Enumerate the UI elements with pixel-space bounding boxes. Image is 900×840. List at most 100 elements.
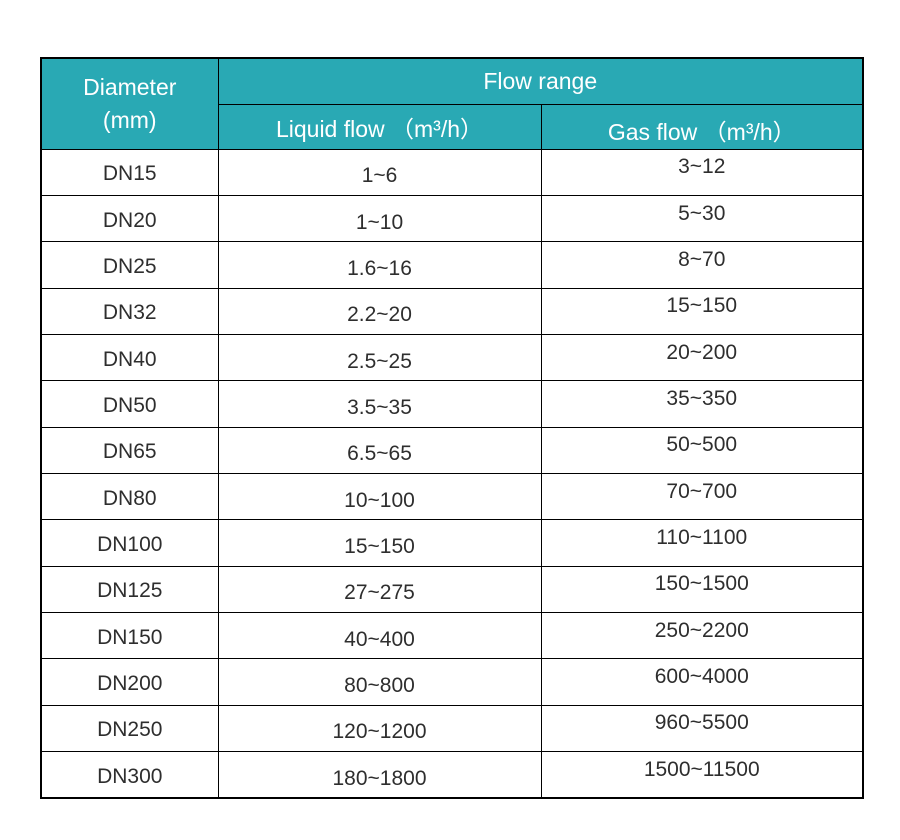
gas-flow-cell: 110~1100 — [540, 519, 864, 567]
gas-flow-cell: 8~70 — [540, 241, 864, 289]
table-row: DN125 27~275 150~1500 — [40, 565, 864, 613]
liquid-flow-cell: 10~100 — [217, 472, 542, 521]
diameter-value: DN150 — [97, 625, 163, 649]
liquid-flow-cell: 15~150 — [217, 519, 542, 567]
table-row: DN15 1~6 3~12 — [40, 148, 864, 196]
diameter-value: DN125 — [97, 579, 163, 603]
table-row: DN250 120~1200 960~5500 — [40, 704, 864, 752]
diameter-header-line2: (mm) — [102, 106, 157, 133]
diameter-value: DN40 — [102, 347, 157, 371]
header-row-top: Diameter (mm) Flow range — [40, 57, 864, 150]
diameter-cell: DN125 — [40, 565, 219, 613]
table-row: DN32 2.2~20 15~150 — [40, 287, 864, 335]
gas-flow-value: 35~350 — [666, 386, 738, 410]
diameter-cell: DN40 — [40, 333, 219, 382]
table-body: DN15 1~6 3~12 DN20 1~10 5~30 DN25 1.6~16… — [40, 148, 864, 799]
table-row: DN300 180~1800 1500~11500 — [40, 750, 864, 799]
liquid-flow-cell: 80~800 — [217, 658, 542, 706]
gas-flow-value: 50~500 — [666, 433, 738, 457]
diameter-cell: DN25 — [40, 241, 219, 289]
diameter-value: DN80 — [102, 486, 157, 510]
diameter-header-line1: Diameter — [83, 73, 177, 100]
liquid-flow-cell: 1~10 — [217, 194, 542, 243]
table-row: DN40 2.5~25 20~200 — [40, 333, 864, 382]
liquid-flow-value: 10~100 — [344, 488, 415, 512]
diameter-value: DN25 — [102, 254, 157, 278]
table-row: DN100 15~150 110~1100 — [40, 519, 864, 567]
table-header: Diameter (mm) Flow range Liquid flow （m³… — [40, 57, 864, 150]
table-row: DN200 80~800 600~4000 — [40, 658, 864, 706]
gas-flow-header-cell: Gas flow （m³/h） — [540, 103, 864, 150]
diameter-cell: DN32 — [40, 287, 219, 335]
diameter-cell: DN200 — [40, 658, 219, 706]
liquid-flow-cell: 1.6~16 — [217, 241, 542, 289]
gas-flow-value: 20~200 — [666, 340, 738, 364]
gas-flow-value: 70~700 — [666, 479, 738, 503]
liquid-flow-value: 180~1800 — [332, 766, 427, 790]
diameter-cell: DN100 — [40, 519, 219, 567]
liquid-flow-value: 120~1200 — [332, 720, 427, 744]
liquid-flow-header-cell: Liquid flow （m³/h） — [217, 103, 542, 150]
gas-flow-value: 600~4000 — [654, 664, 749, 688]
gas-flow-cell: 20~200 — [540, 333, 864, 382]
liquid-flow-value: 27~275 — [344, 581, 415, 605]
gas-flow-value: 150~1500 — [654, 572, 749, 596]
diameter-value: DN100 — [97, 532, 163, 556]
gas-flow-cell: 1500~11500 — [540, 750, 864, 799]
gas-flow-value: 960~5500 — [654, 711, 749, 735]
liquid-flow-value: 6.5~65 — [347, 442, 412, 466]
flow-range-spec-table: Diameter (mm) Flow range Liquid flow （m³… — [40, 57, 864, 800]
gas-flow-cell: 150~1500 — [540, 565, 864, 613]
liquid-flow-cell: 40~400 — [217, 611, 542, 660]
liquid-flow-cell: 27~275 — [217, 565, 542, 613]
table-row: DN150 40~400 250~2200 — [40, 611, 864, 660]
gas-flow-cell: 15~150 — [540, 287, 864, 335]
diameter-value: DN32 — [102, 301, 157, 325]
table-row: DN25 1.6~16 8~70 — [40, 241, 864, 289]
diameter-value: DN200 — [97, 671, 163, 695]
diameter-cell: DN15 — [40, 148, 219, 196]
table-row: DN80 10~100 70~700 — [40, 472, 864, 521]
diameter-cell: DN250 — [40, 704, 219, 752]
gas-flow-cell: 5~30 — [540, 194, 864, 243]
liquid-flow-value: 2.5~25 — [347, 349, 412, 373]
liquid-flow-cell: 1~6 — [217, 148, 542, 196]
table-row: DN20 1~10 5~30 — [40, 194, 864, 243]
table-row: DN65 6.5~65 50~500 — [40, 426, 864, 474]
diameter-cell: DN300 — [40, 750, 219, 799]
diameter-value: DN15 — [102, 162, 157, 186]
liquid-flow-cell: 3.5~35 — [217, 380, 542, 428]
diameter-header-cell: Diameter (mm) — [40, 57, 219, 150]
diameter-cell: DN150 — [40, 611, 219, 660]
gas-flow-value: 3~12 — [678, 155, 726, 179]
diameter-cell: DN50 — [40, 380, 219, 428]
liquid-flow-cell: 120~1200 — [217, 704, 542, 752]
diameter-value: DN250 — [97, 718, 163, 742]
diameter-value: DN20 — [102, 208, 157, 232]
gas-flow-value: 15~150 — [666, 294, 738, 318]
gas-flow-value: 5~30 — [678, 201, 726, 225]
gas-flow-cell: 50~500 — [540, 426, 864, 474]
gas-flow-cell: 70~700 — [540, 472, 864, 521]
gas-flow-cell: 3~12 — [540, 148, 864, 196]
liquid-flow-value: 1~6 — [361, 164, 398, 188]
table-row: DN50 3.5~35 35~350 — [40, 380, 864, 428]
liquid-flow-value: 2.2~20 — [347, 303, 412, 327]
diameter-cell: DN65 — [40, 426, 219, 474]
liquid-flow-value: 80~800 — [344, 673, 415, 697]
liquid-flow-cell: 180~1800 — [217, 750, 542, 799]
diameter-value: DN65 — [102, 440, 157, 464]
liquid-flow-cell: 6.5~65 — [217, 426, 542, 474]
liquid-flow-cell: 2.5~25 — [217, 333, 542, 382]
gas-flow-value: 250~2200 — [654, 618, 749, 642]
liquid-flow-value: 15~150 — [344, 534, 415, 558]
liquid-flow-value: 40~400 — [344, 627, 415, 651]
liquid-flow-value: 3.5~35 — [347, 395, 412, 419]
gas-flow-header-label: Gas flow （m³/h） — [607, 118, 796, 145]
gas-flow-cell: 35~350 — [540, 380, 864, 428]
diameter-cell: DN80 — [40, 472, 219, 521]
gas-flow-cell: 250~2200 — [540, 611, 864, 660]
diameter-value: DN300 — [97, 764, 163, 788]
liquid-flow-value: 1.6~16 — [347, 256, 412, 280]
